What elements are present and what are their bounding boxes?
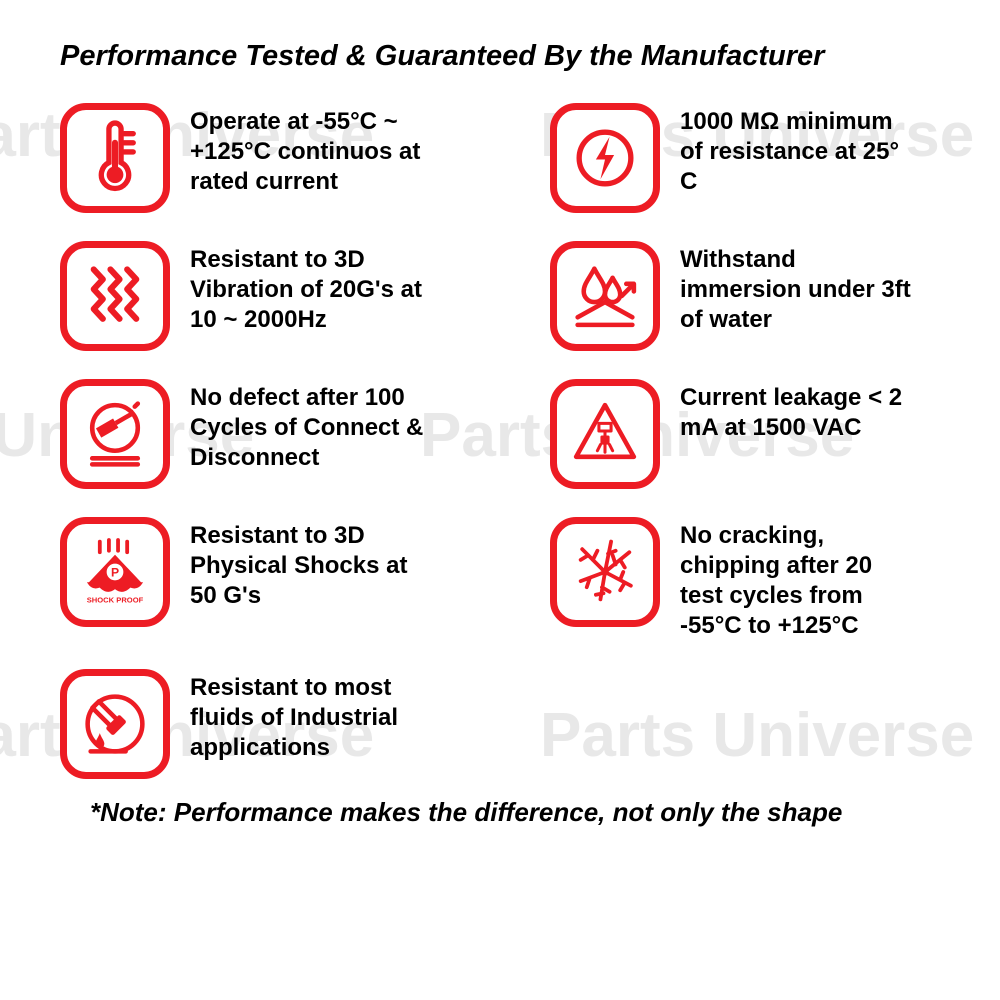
feature-text: Operate at -55°C ~ +125°C continuos at r… — [190, 103, 430, 197]
feature-text: Resistant to 3D Physical Shocks at 50 G'… — [190, 517, 430, 611]
crack-icon — [550, 517, 660, 627]
thermometer-icon — [60, 103, 170, 213]
feature-text: Current leakage < 2 mA at 1500 VAC — [680, 379, 920, 443]
feature-text: 1000 MΩ minimum of resistance at 25° C — [680, 103, 920, 197]
svg-text:P: P — [111, 566, 119, 580]
feature-item: Operate at -55°C ~ +125°C continuos at r… — [60, 103, 470, 213]
shock-icon: P SHOCK PROOF — [60, 517, 170, 627]
bolt-icon — [550, 103, 660, 213]
feature-item: Withstand immersion under 3ft of water — [550, 241, 940, 351]
feature-text: No cracking, chipping after 20 test cycl… — [680, 517, 920, 641]
svg-text:SHOCK PROOF: SHOCK PROOF — [87, 595, 144, 604]
feature-text: Withstand immersion under 3ft of water — [680, 241, 920, 335]
hammer-icon — [60, 379, 170, 489]
fluid-icon — [60, 669, 170, 779]
feature-text: Resistant to most fluids of Industrial a… — [190, 669, 430, 763]
feature-item: Current leakage < 2 mA at 1500 VAC — [550, 379, 940, 489]
feature-item: 1000 MΩ minimum of resistance at 25° C — [550, 103, 940, 213]
feature-text: No defect after 100 Cycles of Connect & … — [190, 379, 430, 473]
feature-item: P SHOCK PROOF Resistant to 3D Physical S… — [60, 517, 470, 641]
leakage-icon — [550, 379, 660, 489]
water-icon — [550, 241, 660, 351]
footnote: *Note: Performance makes the difference,… — [60, 797, 940, 828]
page-title: Performance Tested & Guaranteed By the M… — [60, 40, 940, 73]
vibration-icon — [60, 241, 170, 351]
feature-item: No defect after 100 Cycles of Connect & … — [60, 379, 470, 489]
feature-item: No cracking, chipping after 20 test cycl… — [550, 517, 940, 641]
feature-text: Resistant to 3D Vibration of 20G's at 10… — [190, 241, 430, 335]
features-grid: Operate at -55°C ~ +125°C continuos at r… — [60, 103, 940, 779]
feature-item: Resistant to 3D Vibration of 20G's at 10… — [60, 241, 470, 351]
feature-item: Resistant to most fluids of Industrial a… — [60, 669, 470, 779]
